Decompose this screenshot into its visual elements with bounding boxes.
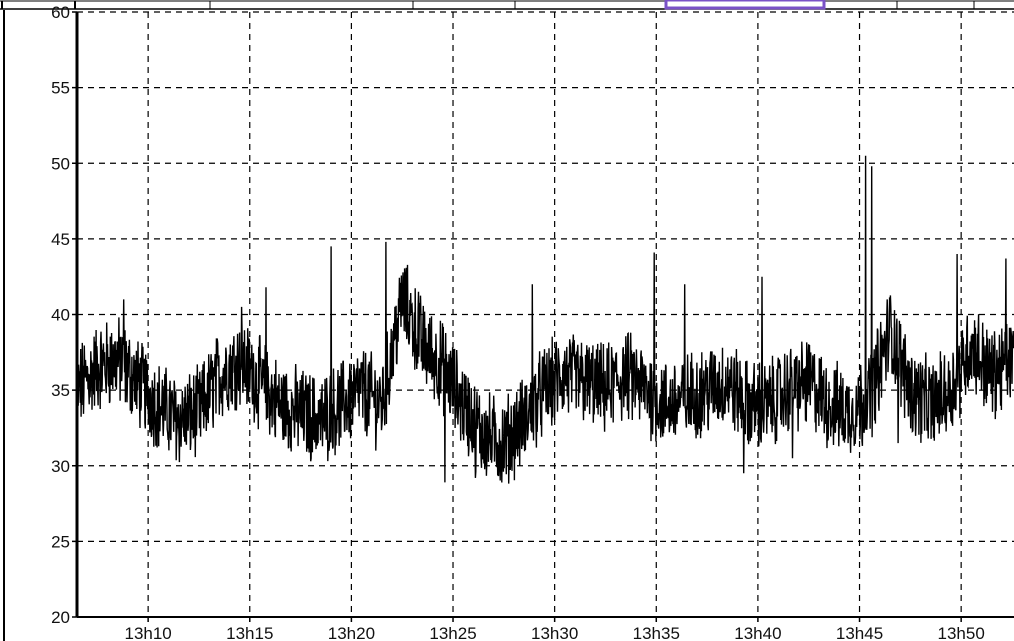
x-tick-label: 13h35: [633, 624, 680, 641]
x-tick-label: 13h30: [531, 624, 578, 641]
y-tick-label: 30: [51, 457, 70, 476]
x-tick-label: 13h50: [938, 624, 985, 641]
axes: [3, 10, 1014, 641]
x-tick-label: 13h20: [328, 624, 375, 641]
y-tick-label: 25: [51, 532, 70, 551]
selected-tab-highlight[interactable]: [664, 0, 826, 10]
series-line: [76, 155, 1014, 484]
y-tick-label: 50: [51, 154, 70, 173]
x-tick-label: 13h45: [836, 624, 883, 641]
y-tick-label: 20: [51, 608, 70, 627]
y-tick-labels: 20 25 30 35 40 45 50 55 60: [51, 3, 70, 627]
series-group: [76, 155, 1014, 484]
x-tick-labels: 13h10 13h15 13h20 13h25 13h30 13h35 13h40 13h45…: [124, 624, 984, 641]
y-tick-label: 40: [51, 306, 70, 325]
y-tick-label: 35: [51, 381, 70, 400]
x-tick-label: 13h10: [124, 624, 171, 641]
y-tick-label: 55: [51, 79, 70, 98]
grid-lines: [77, 11, 1014, 617]
y-tick-label: 60: [51, 3, 70, 22]
x-tick-label: 13h40: [734, 624, 781, 641]
y-tick-label: 45: [51, 230, 70, 249]
x-tick-label: 13h25: [429, 624, 476, 641]
top-toolbar-remnant: [0, 0, 1014, 10]
x-tick-label: 13h15: [226, 624, 273, 641]
